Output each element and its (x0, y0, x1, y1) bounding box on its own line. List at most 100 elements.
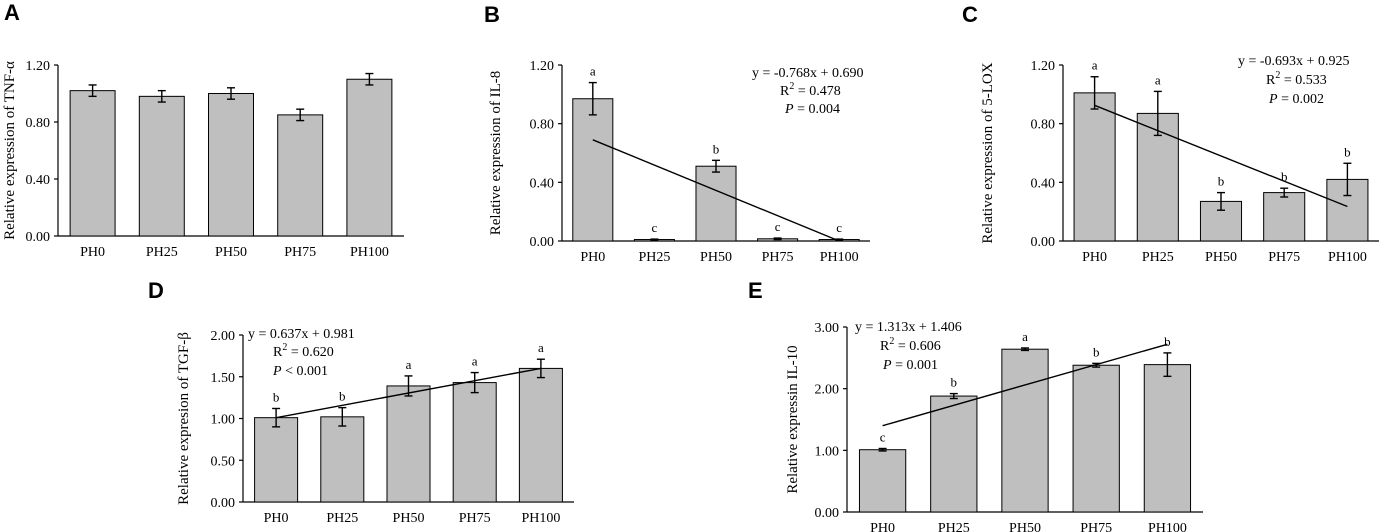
regression-equation: y = 0.637x + 0.981 (248, 327, 355, 342)
trend-line (592, 139, 840, 242)
bar-ph25 (930, 395, 978, 513)
bar-ph75 (452, 382, 497, 503)
bar-ph50 (695, 165, 737, 242)
x-tick-label: PH75 (1268, 250, 1300, 265)
regression-equation: y = -0.768x + 0.690 (752, 66, 863, 81)
r-squared-value: = 0.620 (287, 345, 333, 360)
x-tick-label: PH100 (521, 511, 560, 526)
panel-b: B Relative expression of IL-8 0.00 0.40 0.80… (484, 2, 870, 265)
y-axis-label: Relative expression of 5-LOX (980, 62, 996, 243)
y-axis-label: Relative expression of IL-8 (488, 71, 504, 236)
panel-e: E Relative expressin IL-10 0.00 1.00 2.00 3.0… (748, 278, 1203, 532)
bar-ph100 (518, 367, 563, 503)
bar-ph50 (208, 93, 254, 237)
x-tick-label: PH75 (1080, 521, 1112, 532)
significance-letter: b (1164, 334, 1171, 349)
x-tick-label: PH0 (264, 511, 289, 526)
r-squared-symbol: R (780, 84, 790, 99)
significance-letter: b (951, 375, 958, 390)
r-squared: R2 = 0.606 (880, 336, 941, 354)
y-tick-label: 0.80 (26, 116, 51, 131)
p-value-symbol: P (1268, 92, 1278, 107)
x-tick-label: PH0 (580, 250, 605, 265)
x-tick-label: PH50 (393, 511, 425, 526)
y-tick-label: 3.00 (815, 321, 840, 336)
bar-ph25 (320, 416, 365, 503)
y-tick-label: 0.50 (211, 454, 236, 469)
r-squared-superscript: 2 (889, 336, 894, 347)
r-squared-symbol: R (1266, 73, 1276, 88)
y-tick-label: 1.20 (26, 59, 51, 74)
panel-letter: B (484, 2, 500, 27)
significance-letter: c (652, 220, 658, 235)
y-tick-label: 1.20 (1031, 59, 1056, 74)
bar-ph50 (386, 385, 431, 503)
significance-letter: a (1022, 329, 1028, 344)
regression-equation: y = -0.693x + 0.925 (1238, 54, 1349, 69)
significance-letter: b (339, 389, 346, 404)
y-tick-label: 0.00 (815, 506, 840, 521)
y-tick-label: 0.00 (1031, 235, 1056, 250)
y-tick-label: 0.40 (1031, 176, 1056, 191)
y-tick-label: 0.80 (530, 118, 555, 133)
x-tick-label: PH25 (146, 245, 178, 260)
x-tick-label: PH50 (1205, 250, 1237, 265)
x-tick-label: PH0 (870, 521, 895, 532)
r-squared-symbol: R (273, 345, 283, 360)
y-axis-label: Relative expresion of TGF-β (176, 332, 192, 505)
panel-letter: C (962, 2, 978, 27)
x-tick-label: PH25 (1142, 250, 1174, 265)
y-tick-label: 0.40 (530, 176, 555, 191)
significance-letter: a (538, 340, 544, 355)
bar-ph75 (1263, 192, 1306, 242)
r-squared-symbol: R (880, 339, 890, 354)
x-tick-label: PH50 (700, 250, 732, 265)
r-squared: R2 = 0.478 (780, 81, 841, 99)
p-value-text: < 0.001 (282, 364, 328, 379)
p-value: P = 0.001 (882, 358, 938, 373)
significance-letter: a (406, 357, 412, 372)
x-tick-label: PH75 (762, 250, 794, 265)
y-tick-label: 0.00 (26, 230, 51, 245)
x-tick-label: PH100 (1328, 250, 1367, 265)
significance-letter: c (836, 220, 842, 235)
y-tick-label: 1.00 (211, 413, 236, 428)
panel-d: D Relative expresion of TGF-β 0.00 0.50 1.00… (148, 278, 574, 526)
x-tick-label: PH0 (80, 245, 105, 260)
p-value-text: = 0.001 (892, 358, 938, 373)
p-value-symbol: P (882, 358, 892, 373)
x-tick-label: PH0 (1082, 250, 1107, 265)
bar-ph100 (346, 78, 393, 237)
significance-letter: b (1218, 174, 1225, 189)
y-axis-label: Relative expressin IL-10 (785, 345, 801, 493)
x-tick-label: PH50 (215, 245, 247, 260)
p-value: P = 0.002 (1268, 92, 1324, 107)
y-tick-label: 2.00 (211, 329, 236, 344)
significance-letter: b (713, 141, 720, 156)
significance-letter: a (1155, 72, 1161, 87)
p-value: P = 0.004 (784, 102, 840, 117)
bar-ph50 (1001, 348, 1049, 513)
bar-ph0 (858, 449, 907, 513)
y-tick-label: 1.20 (530, 59, 555, 74)
panel-letter: E (748, 278, 763, 303)
bar-ph0 (69, 90, 116, 237)
significance-letter: a (472, 354, 478, 369)
bar-ph75 (1072, 364, 1120, 513)
p-value: P < 0.001 (272, 364, 328, 379)
significance-letter: c (880, 429, 886, 444)
x-tick-label: PH50 (1009, 521, 1041, 532)
r-squared: R2 = 0.620 (273, 342, 334, 360)
x-tick-label: PH25 (326, 511, 358, 526)
bar-ph0 (572, 98, 614, 242)
panel-letter: A (4, 0, 20, 25)
r-squared-value: = 0.606 (894, 339, 940, 354)
y-axis-label: Relative expression of TNF-α (2, 61, 18, 240)
x-tick-label: PH100 (1148, 521, 1187, 532)
significance-letter: a (590, 64, 596, 79)
significance-letter: c (775, 219, 781, 234)
trend-line (882, 343, 1168, 427)
y-tick-label: 0.00 (530, 235, 555, 250)
p-value-symbol: P (272, 364, 282, 379)
